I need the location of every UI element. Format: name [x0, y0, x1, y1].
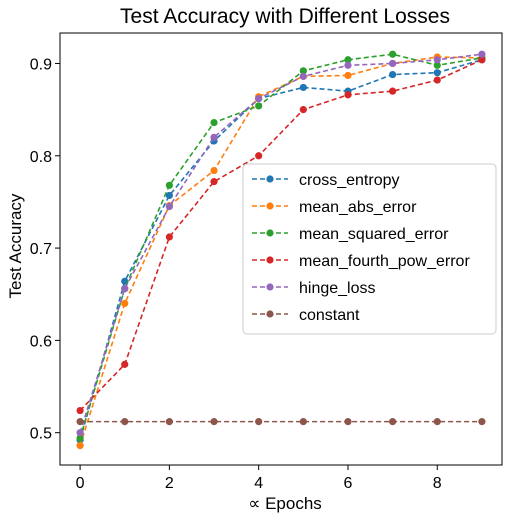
data-point-hinge-loss	[210, 133, 218, 141]
data-point-mean-squared-error	[165, 181, 173, 189]
data-point-mean-squared-error	[344, 56, 352, 64]
data-point-hinge-loss	[255, 94, 263, 103]
legend-marker-mean-squared-error	[266, 229, 274, 237]
y-tick-label: 0.7	[30, 241, 52, 258]
data-point-cross-entropy	[165, 191, 173, 200]
legend-box	[242, 163, 497, 335]
legend-label-hinge-loss: hinge_loss	[299, 280, 376, 297]
data-point-mean-fourth-pow-error	[76, 406, 84, 415]
data-point-hinge-loss	[165, 202, 173, 211]
series-line-cross-entropy	[79, 59, 483, 441]
axis-ticks: 0 2 4 6 8 0.5 0.6 0.7 0.8 0.9	[30, 56, 442, 492]
x-tick-label: 4	[254, 475, 263, 492]
chart-title: Test Accuracy with Different Losses	[120, 5, 450, 28]
data-point-hinge-loss	[344, 61, 352, 69]
series-line-mean-fourth-pow-error	[79, 59, 483, 412]
data-point-hinge-loss	[478, 50, 486, 58]
y-tick-label: 0.6	[30, 333, 52, 350]
data-point-mean-fourth-pow-error	[165, 233, 173, 241]
legend-label-mean-squared-error: mean_squared_error	[299, 226, 449, 243]
data-point-constant	[344, 418, 352, 426]
data-point-hinge-loss	[121, 285, 129, 293]
x-tick-label: 0	[76, 475, 85, 492]
legend-marker-cross-entropy	[266, 175, 274, 183]
data-point-mean-squared-error	[389, 50, 397, 58]
legend-label-cross-entropy: cross_entropy	[299, 172, 400, 189]
plot-frame	[59, 32, 503, 466]
data-point-constant	[165, 418, 173, 426]
data-point-constant	[255, 418, 263, 426]
data-point-mean-squared-error	[433, 61, 441, 69]
y-axis-label: Test Accuracy	[6, 193, 25, 298]
data-point-mean-abs-error	[210, 166, 218, 175]
legend-marker-hinge-loss	[266, 283, 274, 291]
legend-label-constant: constant	[299, 307, 360, 324]
data-point-mean-fourth-pow-error	[210, 178, 218, 186]
data-point-mean-fourth-pow-error	[433, 76, 441, 84]
legend-label-mean-fourth-pow-error: mean_fourth_pow_error	[299, 253, 470, 270]
data-point-constant	[121, 418, 129, 426]
data-point-constant	[478, 418, 486, 426]
data-point-mean-fourth-pow-error	[121, 360, 129, 368]
legend-marker-constant	[266, 310, 274, 318]
data-point-mean-abs-error	[344, 71, 352, 80]
data-point-mean-fourth-pow-error	[255, 152, 263, 160]
y-tick-label: 0.9	[30, 56, 52, 73]
series-line-mean-squared-error	[79, 53, 483, 439]
y-tick-label: 0.5	[30, 426, 52, 443]
data-point-hinge-loss	[389, 59, 397, 68]
x-axis-label: ∝ Epochs	[248, 494, 322, 513]
legend: cross_entropy mean_abs_error mean_squared_…	[242, 163, 497, 335]
data-point-mean-squared-error	[76, 434, 84, 442]
x-tick-label: 6	[344, 475, 353, 492]
data-point-hinge-loss	[433, 56, 441, 64]
data-point-constant	[433, 418, 441, 426]
legend-marker-mean-abs-error	[266, 202, 274, 210]
data-point-mean-fourth-pow-error	[299, 106, 307, 114]
data-point-mean-squared-error	[299, 67, 307, 75]
x-tick-label: 8	[433, 475, 442, 492]
data-point-hinge-loss	[299, 72, 307, 80]
data-point-mean-abs-error	[121, 299, 129, 308]
data-point-cross-entropy	[433, 69, 441, 77]
data-point-mean-squared-error	[255, 102, 263, 110]
data-point-mean-abs-error	[76, 442, 84, 450]
data-point-cross-entropy	[389, 70, 397, 79]
data-point-mean-fourth-pow-error	[389, 87, 397, 95]
x-tick-label: 2	[165, 475, 174, 492]
y-tick-label: 0.8	[30, 149, 52, 166]
data-point-mean-squared-error	[210, 118, 218, 127]
data-point-hinge-loss	[76, 429, 84, 437]
data-point-constant	[76, 418, 84, 426]
legend-marker-mean-fourth-pow-error	[266, 256, 274, 264]
plot-area	[59, 32, 503, 466]
data-point-constant	[299, 418, 307, 426]
data-point-mean-fourth-pow-error	[478, 56, 486, 64]
legend-label-mean-abs-error: mean_abs_error	[299, 199, 417, 216]
data-point-constant	[210, 418, 218, 426]
series-line-hinge-loss	[79, 53, 483, 433]
data-point-constant	[389, 418, 397, 426]
data-point-cross-entropy	[299, 83, 307, 92]
data-point-mean-fourth-pow-error	[344, 91, 352, 99]
